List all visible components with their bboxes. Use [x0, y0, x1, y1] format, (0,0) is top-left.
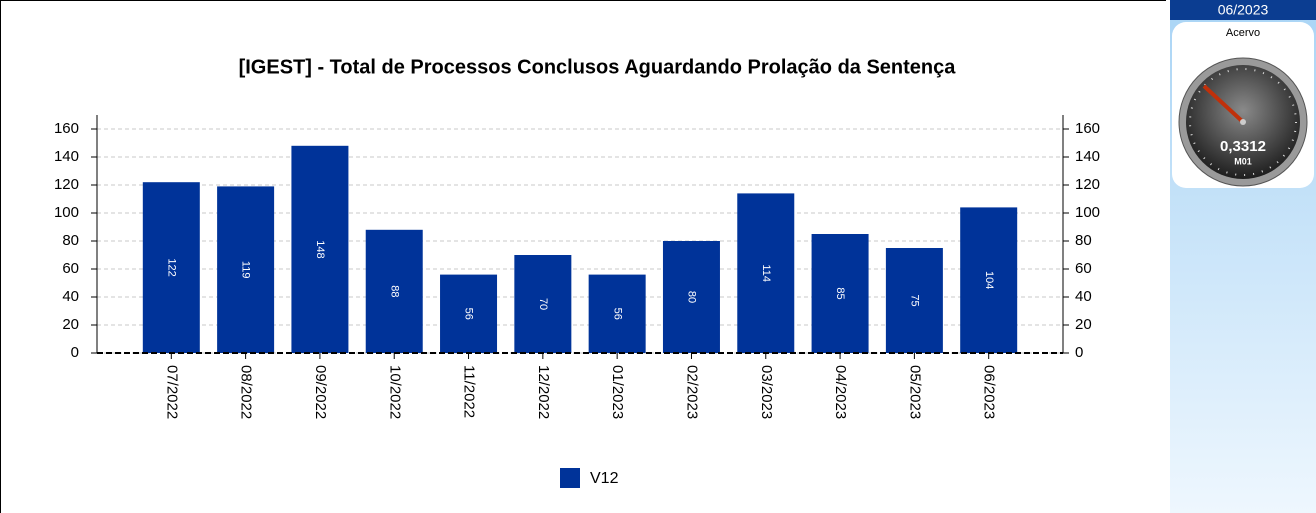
- gauge-label: Acervo: [1226, 27, 1260, 39]
- x-tick-label: 04/2023: [832, 365, 849, 419]
- y-tick-label: 160: [54, 120, 79, 137]
- x-tick-label: 09/2022: [312, 365, 329, 419]
- y2-tick-label: 0: [1075, 344, 1083, 361]
- value-label: 56: [611, 308, 623, 320]
- y2-tick-label: 60: [1075, 260, 1092, 277]
- value-label: 80: [686, 291, 698, 303]
- chart: 06/2023 Acervo 0,3312 M01 [IGEST] - Tota…: [0, 0, 1316, 513]
- y-tick-label: 80: [62, 232, 79, 249]
- y-tick-label: 140: [54, 148, 79, 165]
- x-tick-label: 06/2023: [981, 365, 998, 419]
- y2-tick-label: 120: [1075, 176, 1100, 193]
- value-label: 70: [537, 298, 549, 310]
- legend-swatch: [560, 468, 580, 488]
- y2-tick-label: 160: [1075, 120, 1100, 137]
- x-tick-label: 12/2022: [535, 365, 552, 419]
- legend-label: V12: [590, 470, 619, 487]
- y2-tick-label: 20: [1075, 316, 1092, 333]
- gauge-sublabel: M01: [1234, 156, 1252, 166]
- x-tick-label: 05/2023: [906, 365, 923, 419]
- x-tick-label: 10/2022: [386, 365, 403, 419]
- x-tick-label: 11/2022: [461, 365, 478, 418]
- value-label: 56: [463, 308, 475, 320]
- y2-tick-label: 40: [1075, 288, 1092, 305]
- y-tick-label: 120: [54, 176, 79, 193]
- y-tick-label: 0: [71, 344, 79, 361]
- gauge-hub: [1240, 119, 1246, 125]
- chart-title: [IGEST] - Total de Processos Conclusos A…: [239, 56, 957, 78]
- y2-tick-label: 140: [1075, 148, 1100, 165]
- y-tick-label: 40: [62, 288, 79, 305]
- value-label: 104: [983, 271, 995, 289]
- value-label: 75: [908, 294, 920, 306]
- period: 06/2023: [1218, 2, 1269, 18]
- y2-tick-label: 80: [1075, 232, 1092, 249]
- value-label: 119: [240, 261, 252, 279]
- value-label: 85: [834, 287, 846, 299]
- value-label: 88: [388, 285, 400, 297]
- x-tick-label: 03/2023: [758, 365, 775, 419]
- y2-tick-label: 100: [1075, 204, 1100, 221]
- y-tick-label: 100: [54, 204, 79, 221]
- x-tick-label: 08/2022: [238, 365, 255, 419]
- y-tick-label: 60: [62, 260, 79, 277]
- value-label: 148: [314, 240, 326, 258]
- x-tick-label: 02/2023: [683, 365, 700, 419]
- y-tick-label: 20: [62, 316, 79, 333]
- x-tick-label: 07/2022: [163, 365, 180, 419]
- value-label: 114: [760, 264, 772, 282]
- page: {"chart_data": {"type": "bar", "title": …: [0, 0, 1316, 513]
- gauge-value: 0,3312: [1220, 138, 1266, 155]
- value-label: 122: [165, 258, 177, 276]
- x-tick-label: 01/2023: [609, 365, 626, 419]
